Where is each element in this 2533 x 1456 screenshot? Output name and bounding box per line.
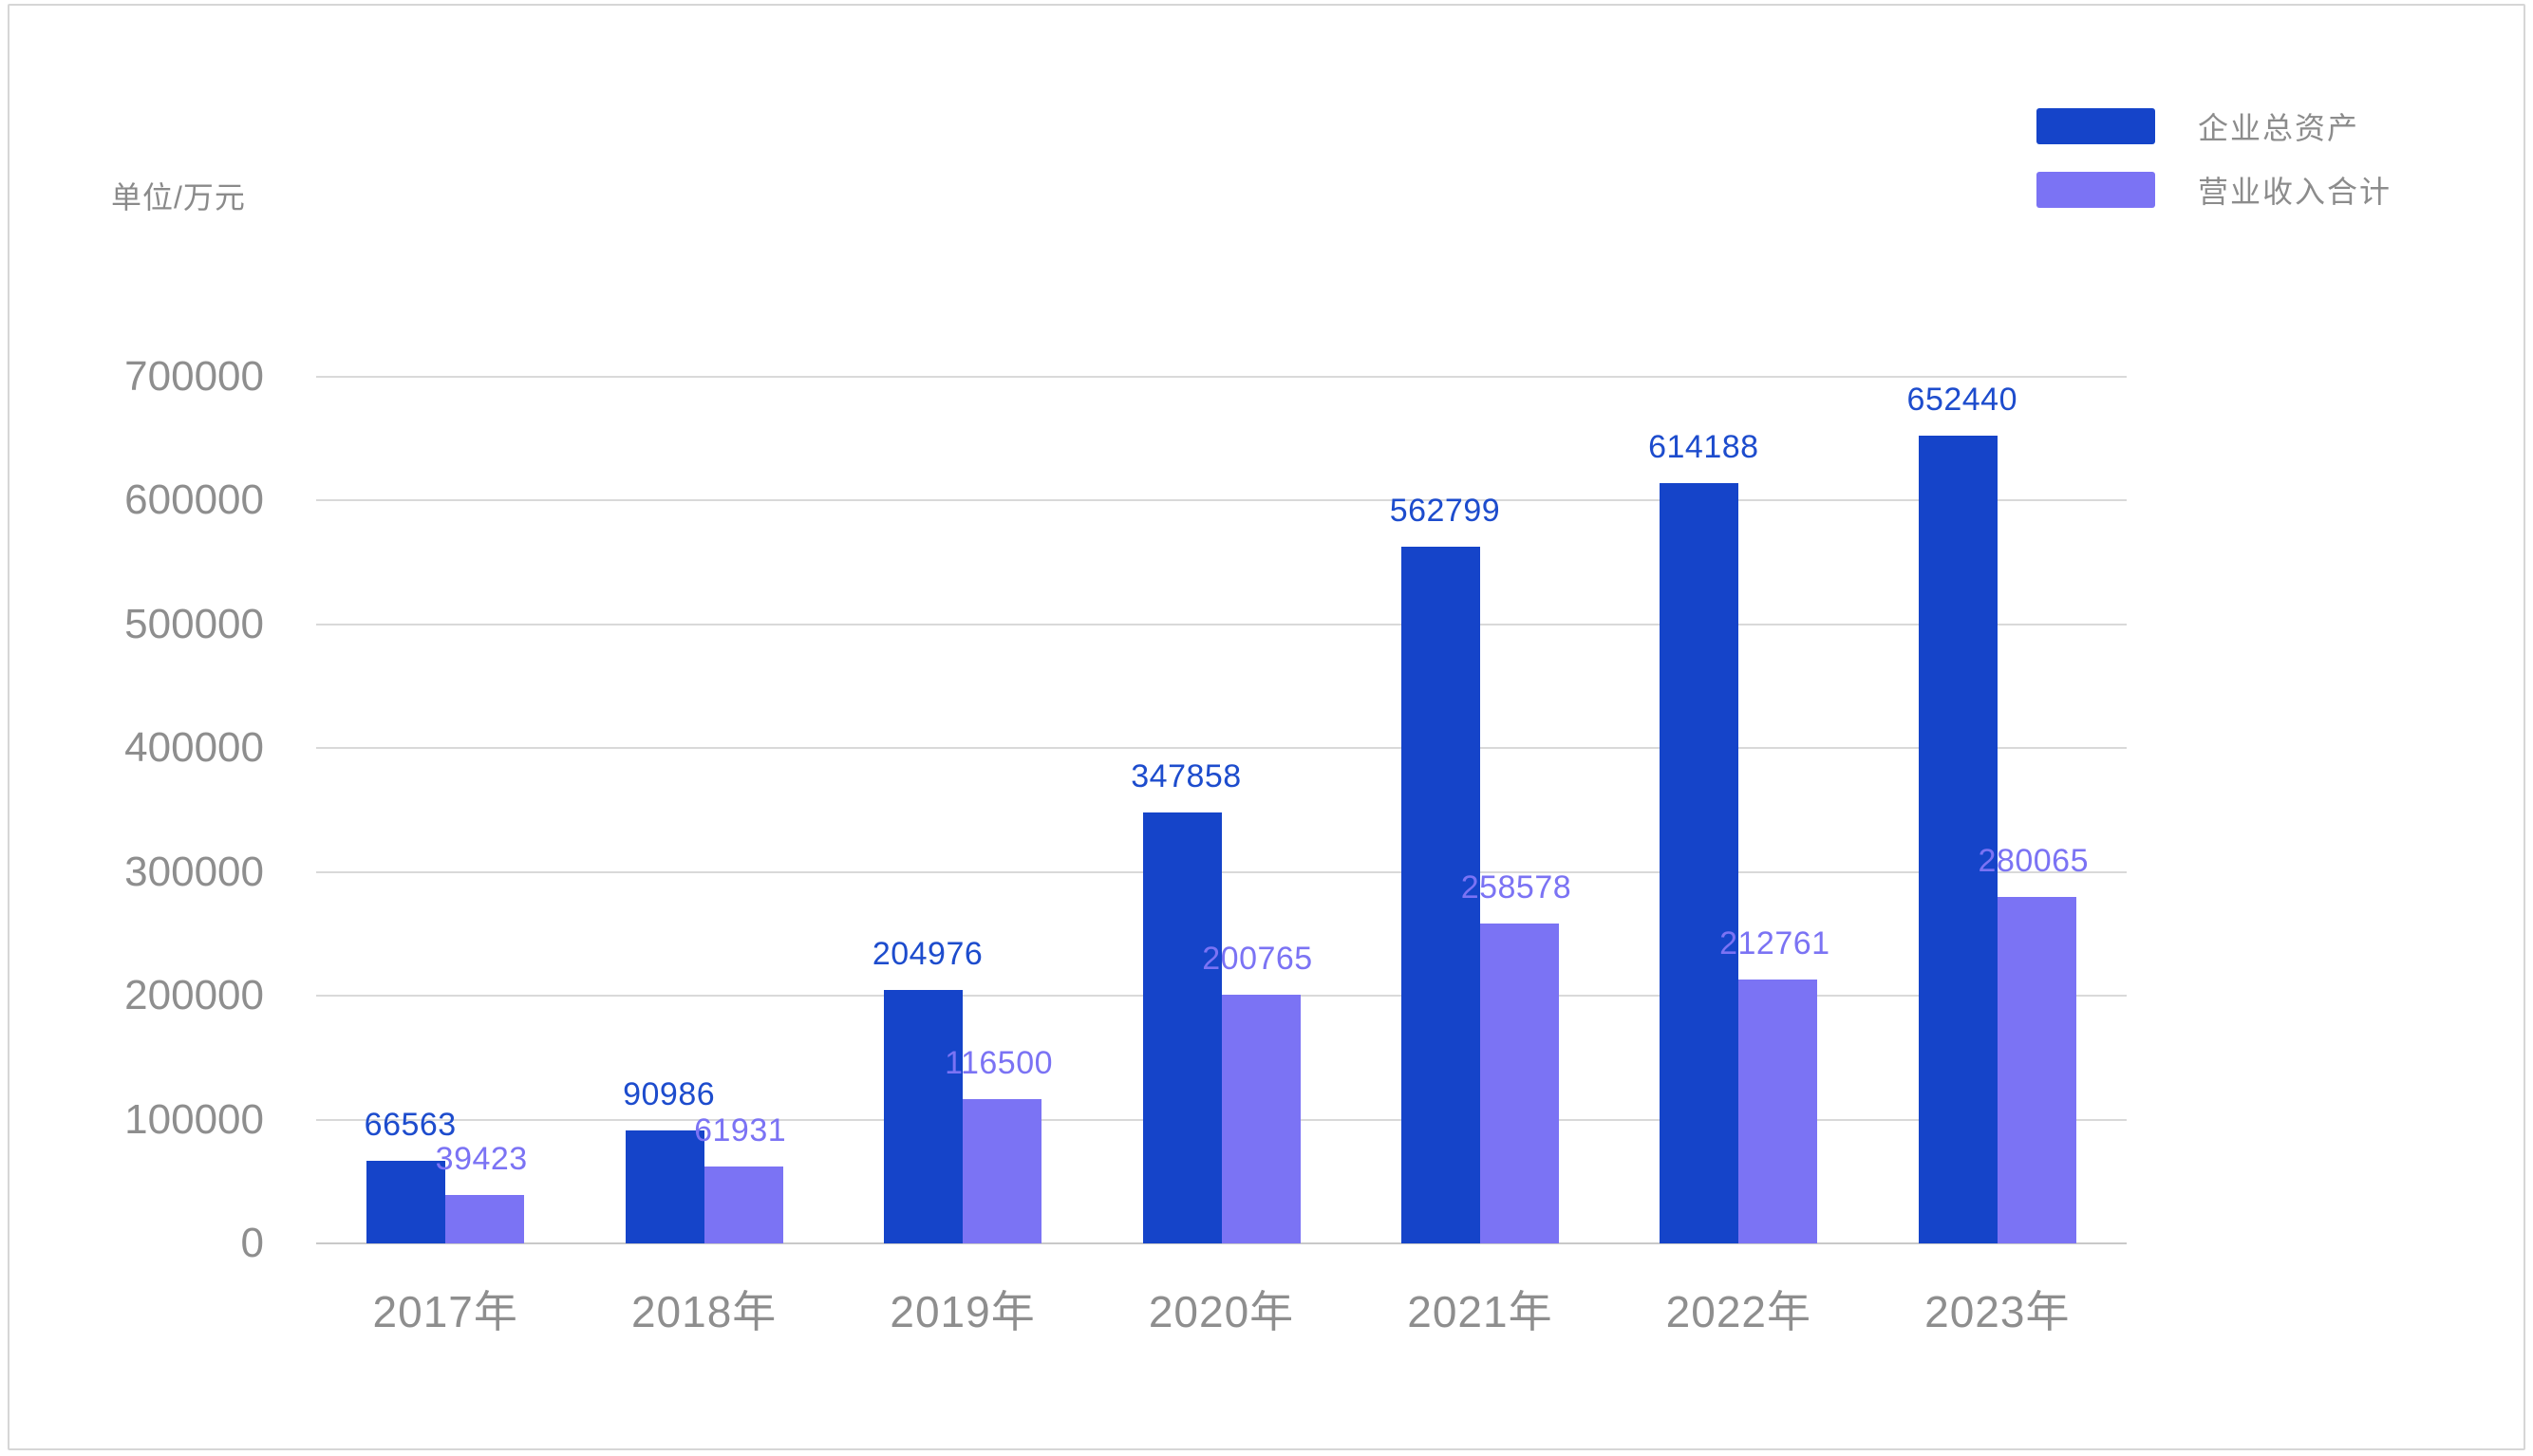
bar-total-assets [884,989,964,1243]
bar-operating-income [1997,896,2076,1243]
y-tick-label: 600000 [124,476,264,524]
y-tick-label: 200000 [124,972,264,1019]
bar-total-assets [1142,812,1222,1243]
bar-total-assets [625,1130,704,1243]
bar-operating-income [1221,995,1301,1243]
x-tick-label: 2017年 [372,1287,518,1336]
y-tick-label: 100000 [124,1095,264,1143]
bar-total-assets [366,1161,446,1243]
bar-value-label: 614188 [1648,428,1759,465]
bar-value-label: 280065 [1978,842,2090,879]
bar-operating-income [963,1099,1042,1243]
bar-total-assets [1660,482,1739,1243]
bar-value-label: 347858 [1131,758,1242,795]
x-tick-label: 2022年 [1665,1287,1812,1336]
bar-value-label: 652440 [1906,382,2018,419]
bar-total-assets [1918,436,1998,1243]
bar-value-label: 562799 [1389,492,1501,529]
x-tick-label: 2023年 [1924,1287,2071,1336]
y-tick-label: 500000 [124,600,264,647]
bar-value-label: 204976 [872,935,984,972]
bar-operating-income [1738,980,1818,1243]
x-tick-label: 2018年 [630,1287,778,1336]
unit-label: 单位/万元 [111,180,246,215]
bar-value-label: 39423 [435,1140,528,1177]
bar-value-label: 212761 [1719,925,1830,962]
bar-value-label: 116500 [945,1045,1054,1082]
gridline [316,376,2127,378]
bar-operating-income [704,1167,783,1243]
axis-baseline [316,1242,2127,1244]
bar-total-assets [1400,546,1480,1243]
y-tick-label: 700000 [124,353,264,400]
x-tick-label: 2019年 [890,1287,1036,1336]
y-tick-label: 0 [240,1220,264,1266]
y-tick-label: 400000 [124,724,264,772]
bar-value-label: 61931 [694,1112,787,1149]
x-tick-label: 2021年 [1407,1287,1553,1336]
gridline [316,623,2127,625]
bar-value-label: 258578 [1460,868,1572,905]
bar-value-label: 66563 [364,1107,457,1144]
bar-value-label: 200765 [1202,941,1313,978]
gridline [316,499,2127,502]
gridline [316,870,2127,873]
gridline [316,747,2127,750]
y-tick-label: 300000 [124,848,264,895]
bar-operating-income [1479,923,1559,1243]
bar-operating-income [445,1194,525,1243]
bar-value-label: 90986 [623,1076,716,1113]
x-tick-label: 2020年 [1148,1287,1295,1336]
